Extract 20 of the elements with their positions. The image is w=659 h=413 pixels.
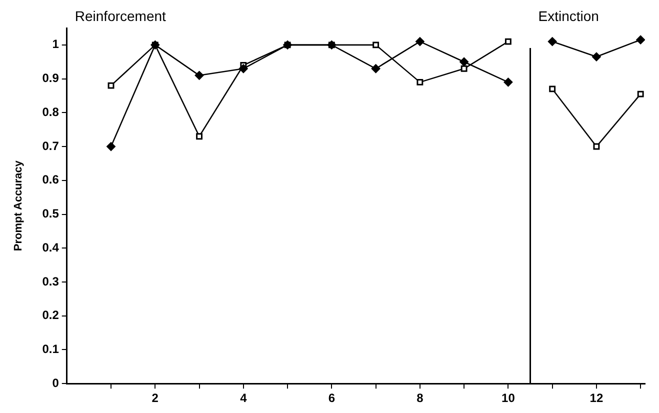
text: Extinction bbox=[538, 8, 599, 24]
y-axis-title: Prompt Accuracy bbox=[12, 160, 25, 252]
x-tick-label: 8 bbox=[416, 391, 424, 406]
x-tick-label: 10 bbox=[502, 391, 516, 406]
y-tick-label: 0 bbox=[52, 376, 60, 390]
x-tick-label: 2 bbox=[152, 391, 159, 406]
y-tick-label: 0.6 bbox=[42, 172, 60, 187]
y-tick-label: 0.4 bbox=[42, 240, 60, 254]
y-tick-label: 0.1 bbox=[42, 342, 60, 356]
y-tick-label: 0.3 bbox=[42, 274, 60, 288]
x-tick-label: 4 bbox=[240, 391, 248, 406]
x-tick-label: 12 bbox=[590, 391, 604, 406]
y-tick-label: 1 bbox=[52, 37, 60, 52]
y-tick-label: 0.9 bbox=[42, 71, 60, 86]
x-tick-label: 6 bbox=[328, 391, 336, 406]
text: Reinforcement bbox=[74, 8, 166, 24]
y-tick-label: 0.7 bbox=[42, 138, 60, 153]
y-tick-label: 0.5 bbox=[42, 206, 60, 221]
y-tick-label: 0.8 bbox=[42, 104, 60, 119]
y-tick-label: 0.2 bbox=[42, 308, 60, 322]
